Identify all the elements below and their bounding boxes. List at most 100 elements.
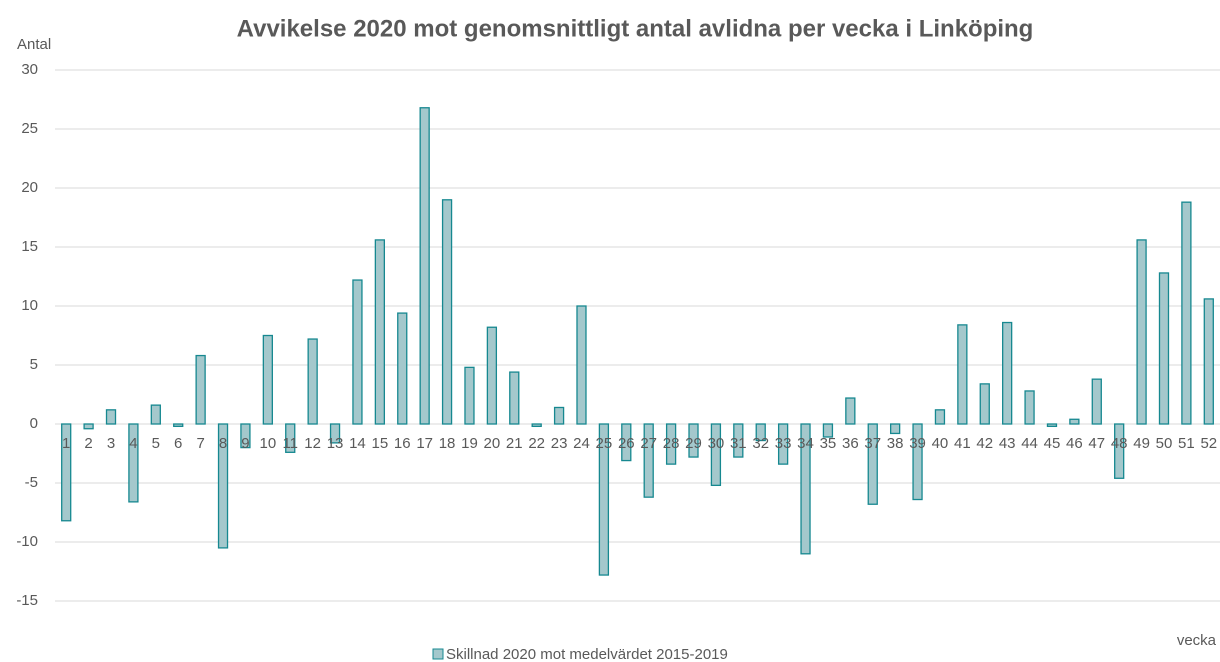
bar (419, 107, 430, 425)
bar (217, 423, 229, 549)
bar (1091, 378, 1102, 425)
bar (1069, 418, 1080, 425)
x-tick-label: 46 (1066, 435, 1083, 452)
y-tick-label: 15 (21, 238, 38, 255)
x-tick-label: 26 (618, 435, 635, 452)
x-tick-label: 11 (282, 435, 298, 452)
bar (285, 423, 296, 453)
x-tick-label: 6 (174, 435, 182, 452)
y-tick-label: -5 (25, 474, 38, 491)
bar (845, 397, 856, 425)
y-tick-label: 30 (21, 61, 38, 78)
legend-label: Skillnad 2020 mot medelvärdet 2015-2019 (446, 646, 728, 662)
y-tick-label: 5 (30, 356, 38, 373)
x-tick-label: 9 (241, 435, 249, 452)
bar (307, 338, 318, 425)
y-tick-label: 10 (21, 297, 38, 314)
x-tick-label: 23 (551, 435, 568, 452)
x-tick-label: 29 (685, 435, 702, 452)
x-tick-label: 17 (416, 435, 433, 452)
bar (934, 409, 946, 425)
y-axis-label: Antal (17, 36, 51, 53)
bar (665, 423, 677, 465)
bar (1158, 272, 1170, 425)
x-tick-label: 44 (1021, 435, 1038, 452)
y-tick-label: -10 (16, 533, 38, 550)
y-tick-label: 25 (21, 120, 38, 137)
x-tick-label: 3 (107, 435, 115, 452)
bar (1046, 423, 1058, 428)
x-tick-label: 36 (842, 435, 859, 452)
legend-swatch (432, 648, 444, 660)
x-tick-label: 47 (1088, 435, 1105, 452)
x-tick-label: 40 (932, 435, 949, 452)
bar (329, 423, 341, 444)
x-tick-label: 25 (596, 435, 613, 452)
x-tick-label: 12 (304, 435, 321, 452)
y-tick-label: 0 (30, 415, 38, 432)
x-tick-label: 45 (1044, 435, 1061, 452)
x-tick-label: 39 (909, 435, 926, 452)
bar (710, 423, 722, 487)
bar (464, 366, 475, 425)
bar (83, 423, 94, 430)
x-tick-label: 49 (1133, 435, 1150, 452)
x-tick-label: 20 (484, 435, 501, 452)
y-tick-label: 20 (21, 179, 38, 196)
bar (61, 423, 72, 522)
bar (195, 354, 206, 425)
bar (397, 312, 408, 425)
x-tick-label: 33 (775, 435, 792, 452)
x-tick-label: 19 (461, 435, 478, 452)
x-tick-label: 16 (394, 435, 411, 452)
bar (173, 423, 184, 428)
x-axis-label: vecka (1177, 632, 1217, 649)
bar (509, 371, 520, 425)
x-tick-label: 22 (528, 435, 545, 452)
bar (598, 423, 610, 576)
bar (105, 409, 117, 425)
bar (1181, 201, 1192, 425)
bar (889, 423, 901, 435)
x-tick-label: 10 (259, 435, 276, 452)
x-tick-label: 1 (62, 435, 70, 452)
bar (1024, 390, 1035, 425)
x-tick-label: 43 (999, 435, 1016, 452)
bar (553, 406, 565, 425)
bar (957, 324, 968, 425)
bar (1136, 239, 1147, 425)
bar (688, 423, 699, 458)
bar (576, 305, 587, 425)
x-tick-label: 27 (640, 435, 657, 452)
bar (150, 404, 161, 425)
x-tick-label: 24 (573, 435, 590, 452)
bar (1114, 423, 1125, 479)
x-tick-label: 41 (954, 435, 971, 452)
x-tick-label: 15 (372, 435, 389, 452)
x-tick-label: 4 (129, 435, 137, 452)
bar (912, 423, 923, 501)
x-tick-label: 30 (708, 435, 725, 452)
bar (621, 423, 632, 462)
bar (531, 423, 542, 428)
x-tick-label: 7 (196, 435, 204, 452)
x-tick-label: 38 (887, 435, 904, 452)
x-tick-label: 37 (864, 435, 881, 452)
x-tick-label: 5 (152, 435, 160, 452)
bar (262, 334, 273, 425)
bar (643, 423, 654, 498)
x-tick-label: 18 (439, 435, 456, 452)
x-tick-label: 14 (349, 435, 366, 452)
x-tick-label: 21 (506, 435, 523, 452)
bar (777, 423, 789, 465)
bar (240, 423, 251, 449)
bar (128, 423, 139, 503)
bar (486, 326, 498, 425)
x-tick-label: 2 (84, 435, 92, 452)
bar (441, 199, 453, 425)
x-tick-label: 48 (1111, 435, 1128, 452)
x-tick-label: 32 (752, 435, 769, 452)
x-tick-label: 31 (730, 435, 747, 452)
y-tick-label: -15 (16, 592, 38, 609)
